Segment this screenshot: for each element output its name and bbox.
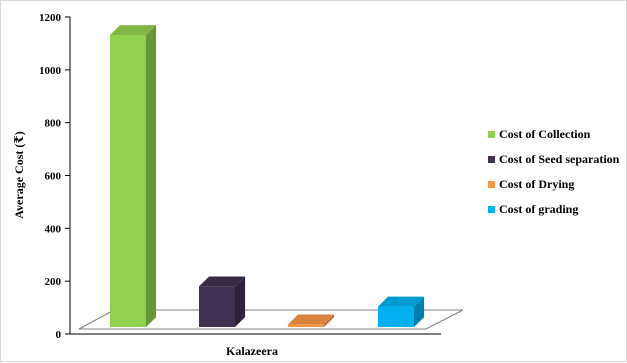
- legend-item: Cost of Seed separation: [488, 152, 620, 166]
- bar-cost-of-collection: [110, 25, 157, 327]
- legend-swatch: [488, 156, 495, 163]
- chart-floor: [78, 309, 464, 330]
- y-tick-label: 800: [45, 118, 62, 130]
- y-tick-label: 600: [45, 171, 62, 183]
- x-axis-label: Kalazeera: [226, 344, 278, 358]
- legend-item: Cost of Drying: [488, 177, 574, 191]
- bar-cost-of-grading: [378, 296, 425, 327]
- legend-item: Cost of Collection: [488, 127, 591, 141]
- y-tick-label: 1000: [39, 65, 62, 77]
- legend-label: Cost of Seed separation: [499, 152, 620, 166]
- legend-swatch: [488, 131, 495, 138]
- y-tick-label: 400: [45, 223, 62, 235]
- bar-cost-of-drying: [288, 314, 335, 327]
- y-tick-label: 0: [56, 329, 62, 341]
- legend-swatch: [488, 206, 495, 213]
- y-tick-label: 200: [45, 276, 62, 288]
- legend-label: Cost of grading: [499, 202, 578, 216]
- bar-cost-of-seed-separation: [199, 276, 246, 327]
- y-tick-label: 1200: [39, 12, 62, 24]
- legend-swatch: [488, 181, 495, 188]
- legend-label: Cost of Drying: [499, 177, 574, 191]
- legend-label: Cost of Collection: [499, 127, 591, 141]
- legend-item: Cost of grading: [488, 202, 578, 216]
- y-axis-label: Average Cost (₹): [12, 131, 26, 218]
